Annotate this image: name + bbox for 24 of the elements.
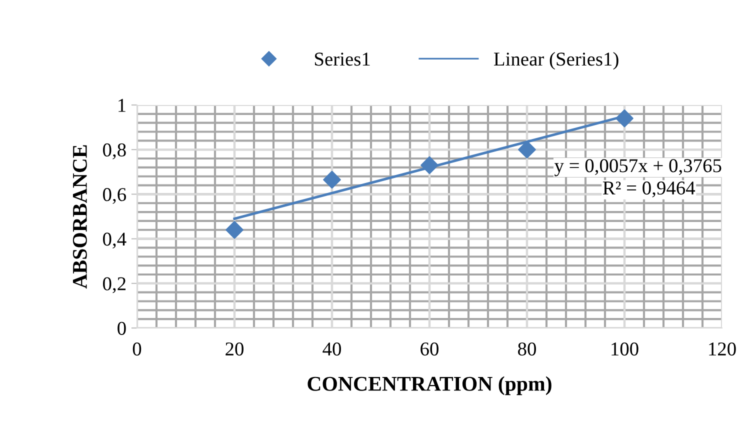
annotation: R² = 0,9464	[602, 181, 696, 198]
point	[518, 140, 536, 159]
y-tick-label: 0,4	[103, 232, 126, 249]
y-tick-label: 0	[118, 322, 126, 335]
x-tick-label: 80	[518, 342, 536, 356]
annotation: y = 0,0057x + 0,3765	[554, 159, 722, 176]
point	[420, 156, 438, 174]
x-tick-label: 100	[612, 342, 638, 356]
point	[323, 170, 341, 189]
legend-label: Linear (Series1)	[494, 52, 618, 70]
y-tick-label: 0,2	[103, 277, 126, 294]
x-tick-label: 60	[420, 342, 438, 356]
x-axis-title: CONCENTRATION (ppm)	[308, 376, 552, 396]
legend-label: Series1	[314, 52, 370, 66]
point	[226, 220, 244, 239]
x-tick-label: 20	[226, 342, 244, 356]
x-tick-label: 0	[132, 342, 142, 356]
x-tick-label: 40	[322, 342, 341, 356]
y-tick-label: 1	[118, 98, 126, 112]
y-tick-label: 0,8	[103, 143, 126, 160]
point	[616, 109, 634, 128]
y-axis-title: ABSORBANCE	[72, 145, 87, 289]
x-tick-label: 120	[709, 342, 736, 356]
y-tick-label: 0,6	[103, 188, 126, 204]
